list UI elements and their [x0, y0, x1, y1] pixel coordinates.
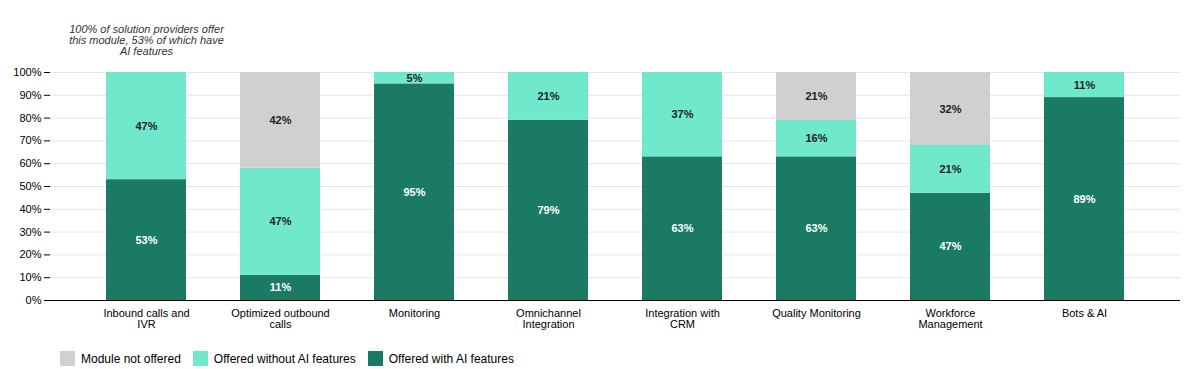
svg-text:20%: 20%: [19, 248, 41, 260]
svg-text:53%: 53%: [135, 234, 157, 246]
svg-text:11%: 11%: [1074, 79, 1096, 91]
svg-text:Quality Monitoring: Quality Monitoring: [772, 307, 861, 319]
svg-text:Optimized outboundcalls: Optimized outboundcalls: [231, 307, 329, 330]
svg-text:100%: 100%: [13, 66, 41, 78]
svg-text:47%: 47%: [939, 240, 961, 252]
svg-text:79%: 79%: [537, 204, 559, 216]
svg-text:95%: 95%: [403, 186, 425, 198]
svg-text:Integration withCRM: Integration withCRM: [645, 307, 720, 330]
svg-text:10%: 10%: [19, 271, 41, 283]
html-text:Module not offered: Module not offered: [81, 351, 181, 366]
svg-text:42%: 42%: [269, 114, 291, 126]
svg-text:30%: 30%: [19, 226, 41, 238]
svg-text:0%: 0%: [26, 294, 42, 306]
svg-text:80%: 80%: [19, 112, 41, 124]
svg-text:OmnichannelIntegration: OmnichannelIntegration: [516, 307, 581, 330]
svg-text:89%: 89%: [1073, 193, 1095, 205]
svg-text:11%: 11%: [270, 281, 292, 293]
svg-text:63%: 63%: [805, 222, 827, 234]
svg-text:21%: 21%: [805, 90, 827, 102]
svg-text:100% of solution providers off: 100% of solution providers offerthis mod…: [69, 23, 225, 57]
svg-text:90%: 90%: [19, 89, 41, 101]
svg-text:40%: 40%: [19, 203, 41, 215]
svg-text:WorkforceManagement: WorkforceManagement: [918, 307, 982, 330]
svg-text:32%: 32%: [939, 103, 961, 115]
svg-text:47%: 47%: [269, 215, 291, 227]
svg-text:5%: 5%: [407, 72, 423, 84]
svg-text:Monitoring: Monitoring: [389, 307, 440, 319]
svg-text:Bots & AI: Bots & AI: [1062, 307, 1107, 319]
svg-text:63%: 63%: [671, 222, 693, 234]
svg-text:60%: 60%: [19, 157, 41, 169]
html-text:Offered without AI features: Offered without AI features: [213, 351, 356, 366]
svg-text:50%: 50%: [19, 180, 41, 192]
svg-text:70%: 70%: [19, 134, 41, 146]
svg-text:Inbound calls andIVR: Inbound calls andIVR: [103, 307, 189, 330]
html-text:Offered with AI features: Offered with AI features: [388, 351, 514, 366]
svg-text:21%: 21%: [537, 90, 559, 102]
svg-text:47%: 47%: [135, 120, 157, 132]
svg-text:21%: 21%: [939, 163, 961, 175]
svg-text:37%: 37%: [671, 108, 693, 120]
svg-text:16%: 16%: [805, 132, 827, 144]
